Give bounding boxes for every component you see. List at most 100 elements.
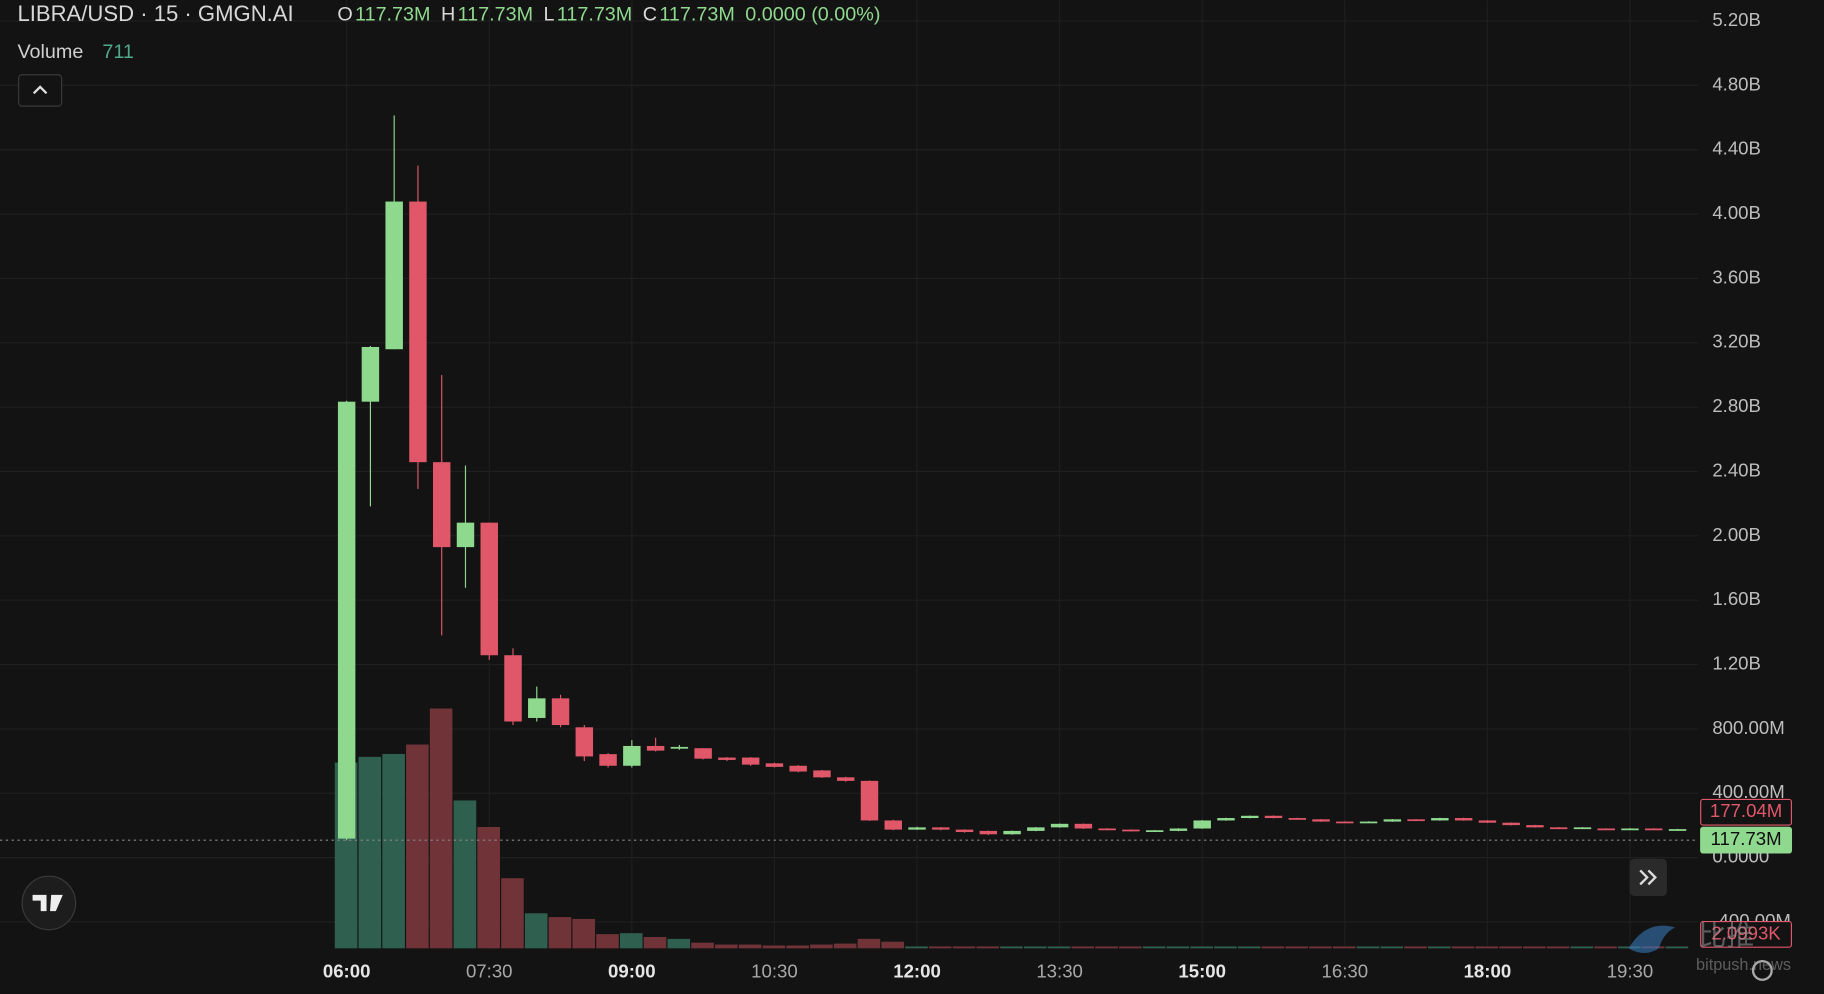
candle-body: [432, 462, 451, 548]
watermark: 比推 bitpush.news: [1628, 920, 1791, 974]
y-tick-label: 5.20B: [1712, 9, 1761, 30]
y-tick-label: 2.80B: [1712, 395, 1761, 416]
volume-bar: [1451, 946, 1475, 949]
volume-bar: [1166, 946, 1190, 949]
volume-bar: [1023, 946, 1047, 949]
candle-body: [813, 770, 831, 778]
volume-bar: [1261, 946, 1285, 949]
candle-body: [1264, 815, 1283, 819]
y-tick-label: 4.40B: [1712, 138, 1761, 159]
double-chevron-icon: [1639, 869, 1657, 886]
volume-bar: [976, 946, 1000, 949]
candle-body: [955, 829, 974, 833]
y-tick-label: 3.60B: [1712, 266, 1761, 287]
candle-body: [551, 698, 570, 726]
ohlc-label: C: [643, 4, 657, 26]
candle-body: [1241, 815, 1259, 819]
candle-body: [765, 763, 784, 767]
grid: [0, 0, 1699, 949]
volume-bar: [382, 753, 405, 949]
volume-bar: [1285, 946, 1308, 949]
tradingview-logo[interactable]: [21, 875, 77, 931]
y-tick-label: 2.40B: [1712, 459, 1761, 480]
volume-bar: [1332, 946, 1356, 949]
volume-legend-value: 711: [102, 41, 134, 63]
candle-body: [1074, 823, 1093, 829]
candle-body: [1169, 828, 1188, 831]
candle-body: [1668, 829, 1687, 831]
y-tick-label: 3.20B: [1712, 331, 1761, 352]
volume-bar: [1427, 946, 1451, 949]
volume-legend-label: Volume: [17, 41, 83, 63]
candle-body: [718, 757, 736, 760]
volume-bar: [1546, 946, 1570, 949]
candle-body: [884, 820, 902, 830]
volume-bar: [881, 941, 904, 949]
candle-body: [979, 830, 998, 835]
x-tick-label: 09:00: [608, 961, 656, 982]
candle-body: [528, 698, 546, 718]
candle-body: [1454, 818, 1473, 821]
volume-bar: [762, 945, 786, 949]
volume-bar: [1570, 946, 1594, 949]
volume-bar: [857, 938, 881, 949]
candle-body: [1431, 818, 1449, 821]
volume-bar: [596, 934, 619, 949]
collapse-button[interactable]: [18, 74, 63, 107]
change-value: 0.0000 (0.00%): [745, 4, 880, 26]
volume-bar: [1404, 946, 1427, 949]
candle-body: [932, 827, 950, 830]
candle-body: [646, 745, 665, 751]
candles: [337, 115, 1687, 841]
candle-body: [1549, 827, 1568, 830]
volume-bar: [1309, 946, 1332, 949]
y-tick-label: 1.20B: [1712, 652, 1761, 673]
x-tick-label: 18:00: [1464, 961, 1512, 982]
volume-bar: [1190, 946, 1213, 949]
candle-body: [1526, 825, 1544, 828]
x-tick-label: 06:00: [323, 961, 371, 982]
volume-bar: [1475, 946, 1499, 949]
x-tick-label: 15:00: [1178, 961, 1226, 982]
volume-bar: [1523, 946, 1546, 949]
ohlc-label: O: [337, 4, 352, 26]
candle-body: [337, 401, 356, 839]
ohlc-value: 117.73M: [557, 4, 632, 26]
volume-bar: [1237, 946, 1261, 949]
volume-bar: [572, 918, 596, 949]
volume-bar: [1095, 946, 1118, 949]
candle-body: [575, 727, 594, 757]
volume-bar: [1071, 946, 1095, 949]
candle-body: [1359, 821, 1378, 824]
volume-bar: [1119, 946, 1142, 949]
candle-body: [1050, 823, 1069, 828]
y-tick-label: 4.80B: [1712, 73, 1761, 94]
ohlc-value: 117.73M: [355, 4, 430, 26]
volume-bar: [477, 826, 500, 949]
price-label-box: [1700, 798, 1793, 826]
watermark-bird: [1628, 925, 1676, 953]
settings-button[interactable]: [1751, 959, 1773, 981]
candle-body: [741, 757, 760, 765]
volume-bar: [810, 944, 833, 949]
volume-bar: [1000, 946, 1023, 949]
volume-bar: [786, 945, 809, 949]
x-tick-label: 19:30: [1607, 961, 1654, 982]
ohlc-value: 117.73M: [458, 4, 533, 26]
chart-title: LIBRA/USD · 15 · GMGN.AI: [17, 1, 293, 26]
x-tick-label: 07:30: [466, 961, 513, 982]
chevron-up-icon: [32, 85, 48, 95]
y-tick-label: 800.00M: [1712, 717, 1784, 738]
candle-body: [385, 201, 403, 350]
candle-body: [480, 522, 498, 656]
candle-body: [1383, 819, 1402, 822]
candle-body: [1336, 821, 1354, 824]
candle-body: [1193, 820, 1211, 829]
volume-bar: [358, 756, 382, 949]
x-tick-label: 10:30: [751, 961, 798, 982]
volume-bar: [501, 878, 524, 949]
candle-body: [1217, 818, 1235, 821]
volume-bar: [1214, 946, 1237, 949]
candle-body: [623, 745, 641, 766]
